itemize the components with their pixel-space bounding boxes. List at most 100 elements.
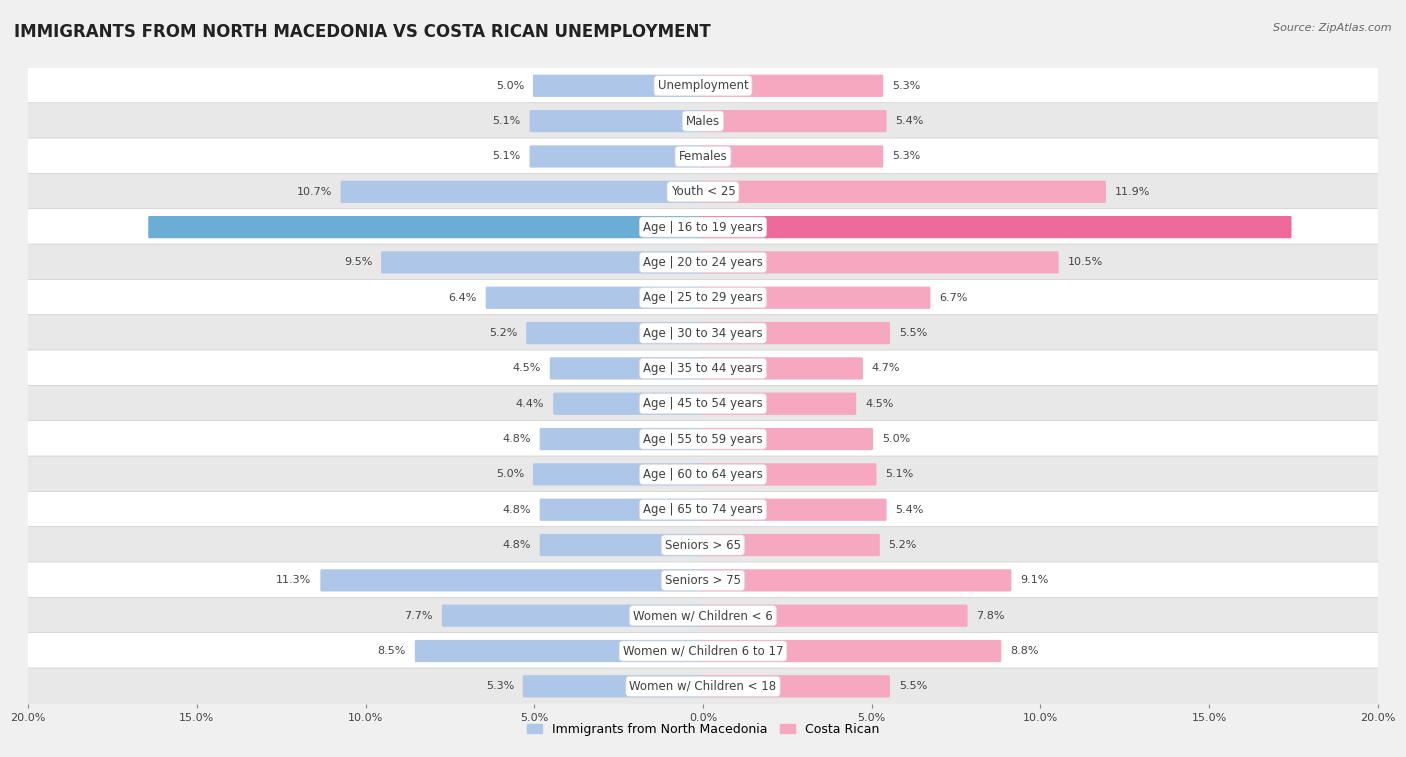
Text: 5.0%: 5.0% bbox=[882, 434, 910, 444]
FancyBboxPatch shape bbox=[148, 216, 704, 238]
FancyBboxPatch shape bbox=[702, 145, 883, 167]
FancyBboxPatch shape bbox=[702, 393, 856, 415]
FancyBboxPatch shape bbox=[702, 287, 931, 309]
Text: Age | 30 to 34 years: Age | 30 to 34 years bbox=[643, 326, 763, 340]
Text: Unemployment: Unemployment bbox=[658, 79, 748, 92]
Text: 6.4%: 6.4% bbox=[449, 293, 477, 303]
FancyBboxPatch shape bbox=[485, 287, 704, 309]
FancyBboxPatch shape bbox=[702, 251, 1059, 273]
FancyBboxPatch shape bbox=[28, 456, 1378, 493]
FancyBboxPatch shape bbox=[28, 315, 1378, 351]
FancyBboxPatch shape bbox=[702, 181, 1107, 203]
Text: Age | 60 to 64 years: Age | 60 to 64 years bbox=[643, 468, 763, 481]
FancyBboxPatch shape bbox=[441, 605, 704, 627]
FancyBboxPatch shape bbox=[702, 216, 1292, 238]
Text: 8.8%: 8.8% bbox=[1010, 646, 1039, 656]
FancyBboxPatch shape bbox=[28, 209, 1378, 245]
FancyBboxPatch shape bbox=[28, 491, 1378, 528]
FancyBboxPatch shape bbox=[28, 668, 1378, 705]
Text: 4.8%: 4.8% bbox=[502, 505, 531, 515]
FancyBboxPatch shape bbox=[702, 640, 1001, 662]
FancyBboxPatch shape bbox=[415, 640, 704, 662]
FancyBboxPatch shape bbox=[702, 463, 876, 485]
Text: 5.2%: 5.2% bbox=[489, 328, 517, 338]
FancyBboxPatch shape bbox=[553, 393, 704, 415]
FancyBboxPatch shape bbox=[28, 597, 1378, 634]
FancyBboxPatch shape bbox=[28, 421, 1378, 457]
Text: Women w/ Children < 6: Women w/ Children < 6 bbox=[633, 609, 773, 622]
FancyBboxPatch shape bbox=[702, 534, 880, 556]
Text: 5.3%: 5.3% bbox=[486, 681, 515, 691]
FancyBboxPatch shape bbox=[526, 322, 704, 344]
FancyBboxPatch shape bbox=[702, 605, 967, 627]
Text: Age | 55 to 59 years: Age | 55 to 59 years bbox=[643, 432, 763, 446]
FancyBboxPatch shape bbox=[340, 181, 704, 203]
FancyBboxPatch shape bbox=[702, 499, 887, 521]
Text: 6.7%: 6.7% bbox=[939, 293, 967, 303]
Text: 5.1%: 5.1% bbox=[492, 116, 520, 126]
Text: Youth < 25: Youth < 25 bbox=[671, 185, 735, 198]
Text: 8.5%: 8.5% bbox=[378, 646, 406, 656]
Text: 9.1%: 9.1% bbox=[1021, 575, 1049, 585]
Text: 4.4%: 4.4% bbox=[516, 399, 544, 409]
FancyBboxPatch shape bbox=[28, 244, 1378, 281]
Text: Males: Males bbox=[686, 114, 720, 128]
FancyBboxPatch shape bbox=[540, 499, 704, 521]
Text: 10.7%: 10.7% bbox=[297, 187, 332, 197]
FancyBboxPatch shape bbox=[321, 569, 704, 591]
Text: 9.5%: 9.5% bbox=[344, 257, 373, 267]
Text: Age | 20 to 24 years: Age | 20 to 24 years bbox=[643, 256, 763, 269]
Text: 5.2%: 5.2% bbox=[889, 540, 917, 550]
FancyBboxPatch shape bbox=[28, 385, 1378, 422]
FancyBboxPatch shape bbox=[550, 357, 704, 379]
Text: IMMIGRANTS FROM NORTH MACEDONIA VS COSTA RICAN UNEMPLOYMENT: IMMIGRANTS FROM NORTH MACEDONIA VS COSTA… bbox=[14, 23, 711, 41]
Text: Age | 35 to 44 years: Age | 35 to 44 years bbox=[643, 362, 763, 375]
Text: 11.9%: 11.9% bbox=[1115, 187, 1150, 197]
FancyBboxPatch shape bbox=[533, 463, 704, 485]
Text: Age | 25 to 29 years: Age | 25 to 29 years bbox=[643, 291, 763, 304]
FancyBboxPatch shape bbox=[702, 357, 863, 379]
FancyBboxPatch shape bbox=[28, 138, 1378, 175]
FancyBboxPatch shape bbox=[28, 103, 1378, 139]
FancyBboxPatch shape bbox=[523, 675, 704, 697]
FancyBboxPatch shape bbox=[381, 251, 704, 273]
FancyBboxPatch shape bbox=[28, 279, 1378, 316]
Text: 5.5%: 5.5% bbox=[898, 681, 927, 691]
Text: Women w/ Children < 18: Women w/ Children < 18 bbox=[630, 680, 776, 693]
Text: Age | 16 to 19 years: Age | 16 to 19 years bbox=[643, 220, 763, 234]
Text: Seniors > 75: Seniors > 75 bbox=[665, 574, 741, 587]
Text: Age | 65 to 74 years: Age | 65 to 74 years bbox=[643, 503, 763, 516]
Text: 5.5%: 5.5% bbox=[898, 328, 927, 338]
FancyBboxPatch shape bbox=[530, 145, 704, 167]
Text: Source: ZipAtlas.com: Source: ZipAtlas.com bbox=[1274, 23, 1392, 33]
Text: 4.7%: 4.7% bbox=[872, 363, 900, 373]
FancyBboxPatch shape bbox=[28, 633, 1378, 669]
Text: Women w/ Children 6 to 17: Women w/ Children 6 to 17 bbox=[623, 644, 783, 658]
Text: 5.3%: 5.3% bbox=[891, 151, 920, 161]
Text: Age | 45 to 54 years: Age | 45 to 54 years bbox=[643, 397, 763, 410]
Text: 4.8%: 4.8% bbox=[502, 434, 531, 444]
Text: 17.4%: 17.4% bbox=[1301, 222, 1339, 232]
Text: Seniors > 65: Seniors > 65 bbox=[665, 538, 741, 552]
FancyBboxPatch shape bbox=[702, 675, 890, 697]
Text: 10.5%: 10.5% bbox=[1067, 257, 1102, 267]
FancyBboxPatch shape bbox=[702, 428, 873, 450]
Text: 4.8%: 4.8% bbox=[502, 540, 531, 550]
Text: 5.1%: 5.1% bbox=[492, 151, 520, 161]
FancyBboxPatch shape bbox=[530, 110, 704, 132]
FancyBboxPatch shape bbox=[28, 350, 1378, 387]
FancyBboxPatch shape bbox=[28, 527, 1378, 563]
FancyBboxPatch shape bbox=[702, 110, 887, 132]
FancyBboxPatch shape bbox=[28, 562, 1378, 599]
FancyBboxPatch shape bbox=[28, 67, 1378, 104]
Text: 5.1%: 5.1% bbox=[886, 469, 914, 479]
Text: 5.3%: 5.3% bbox=[891, 81, 920, 91]
Text: 5.4%: 5.4% bbox=[896, 505, 924, 515]
Text: 11.3%: 11.3% bbox=[277, 575, 312, 585]
FancyBboxPatch shape bbox=[702, 322, 890, 344]
Text: 4.5%: 4.5% bbox=[865, 399, 893, 409]
Legend: Immigrants from North Macedonia, Costa Rican: Immigrants from North Macedonia, Costa R… bbox=[527, 723, 879, 736]
FancyBboxPatch shape bbox=[533, 75, 704, 97]
Text: 16.4%: 16.4% bbox=[101, 222, 139, 232]
FancyBboxPatch shape bbox=[540, 534, 704, 556]
